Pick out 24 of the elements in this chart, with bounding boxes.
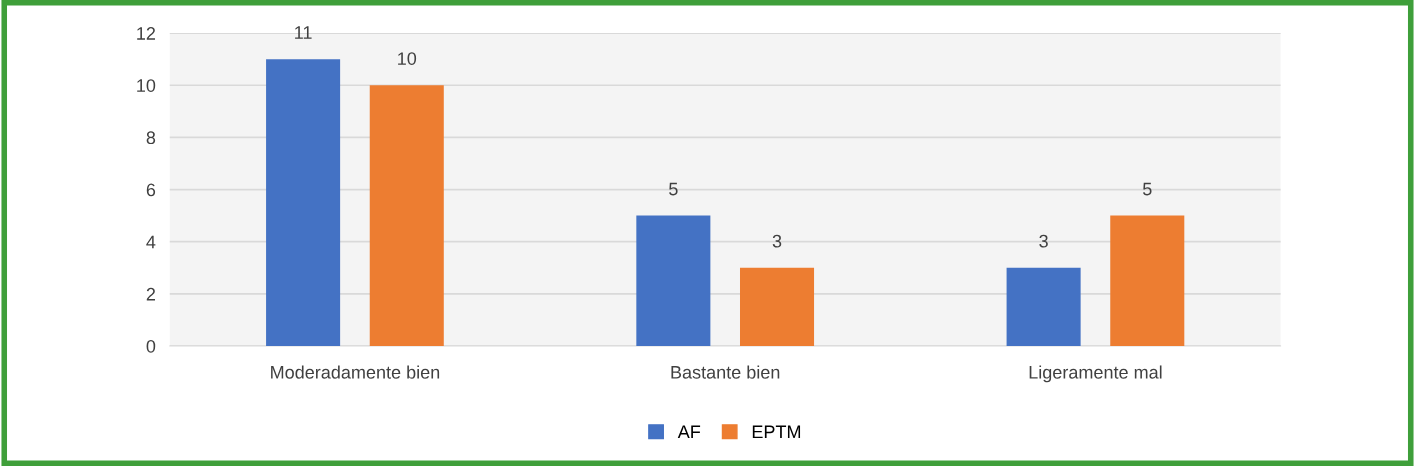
y-tick-label: 0 xyxy=(146,339,156,353)
y-tick-label: 8 xyxy=(146,131,156,145)
y-tick-label: 10 xyxy=(137,79,156,92)
y-tick-label: 12 xyxy=(137,27,156,40)
legend-label: EPTM xyxy=(752,425,801,439)
data-label: 10 xyxy=(398,52,417,65)
x-tick-label: Ligeramente mal xyxy=(1029,365,1162,383)
data-label: 5 xyxy=(1142,182,1152,196)
bar xyxy=(369,85,444,347)
bar xyxy=(1110,215,1185,347)
data-label: 3 xyxy=(1039,234,1048,248)
legend-label: AF xyxy=(677,425,701,439)
bar xyxy=(266,59,341,347)
x-tick-label: Bastante bien xyxy=(671,365,780,379)
bar xyxy=(1006,267,1081,347)
bar xyxy=(740,267,815,347)
y-tick-label: 4 xyxy=(146,235,156,249)
data-label: 5 xyxy=(669,182,678,196)
data-label: 11 xyxy=(295,26,312,39)
y-tick-label: 2 xyxy=(146,287,156,301)
x-tick-label: Moderadamente bien xyxy=(271,365,440,379)
bar xyxy=(636,215,711,347)
y-tick-label: 6 xyxy=(146,183,156,197)
data-label: 3 xyxy=(772,234,782,248)
